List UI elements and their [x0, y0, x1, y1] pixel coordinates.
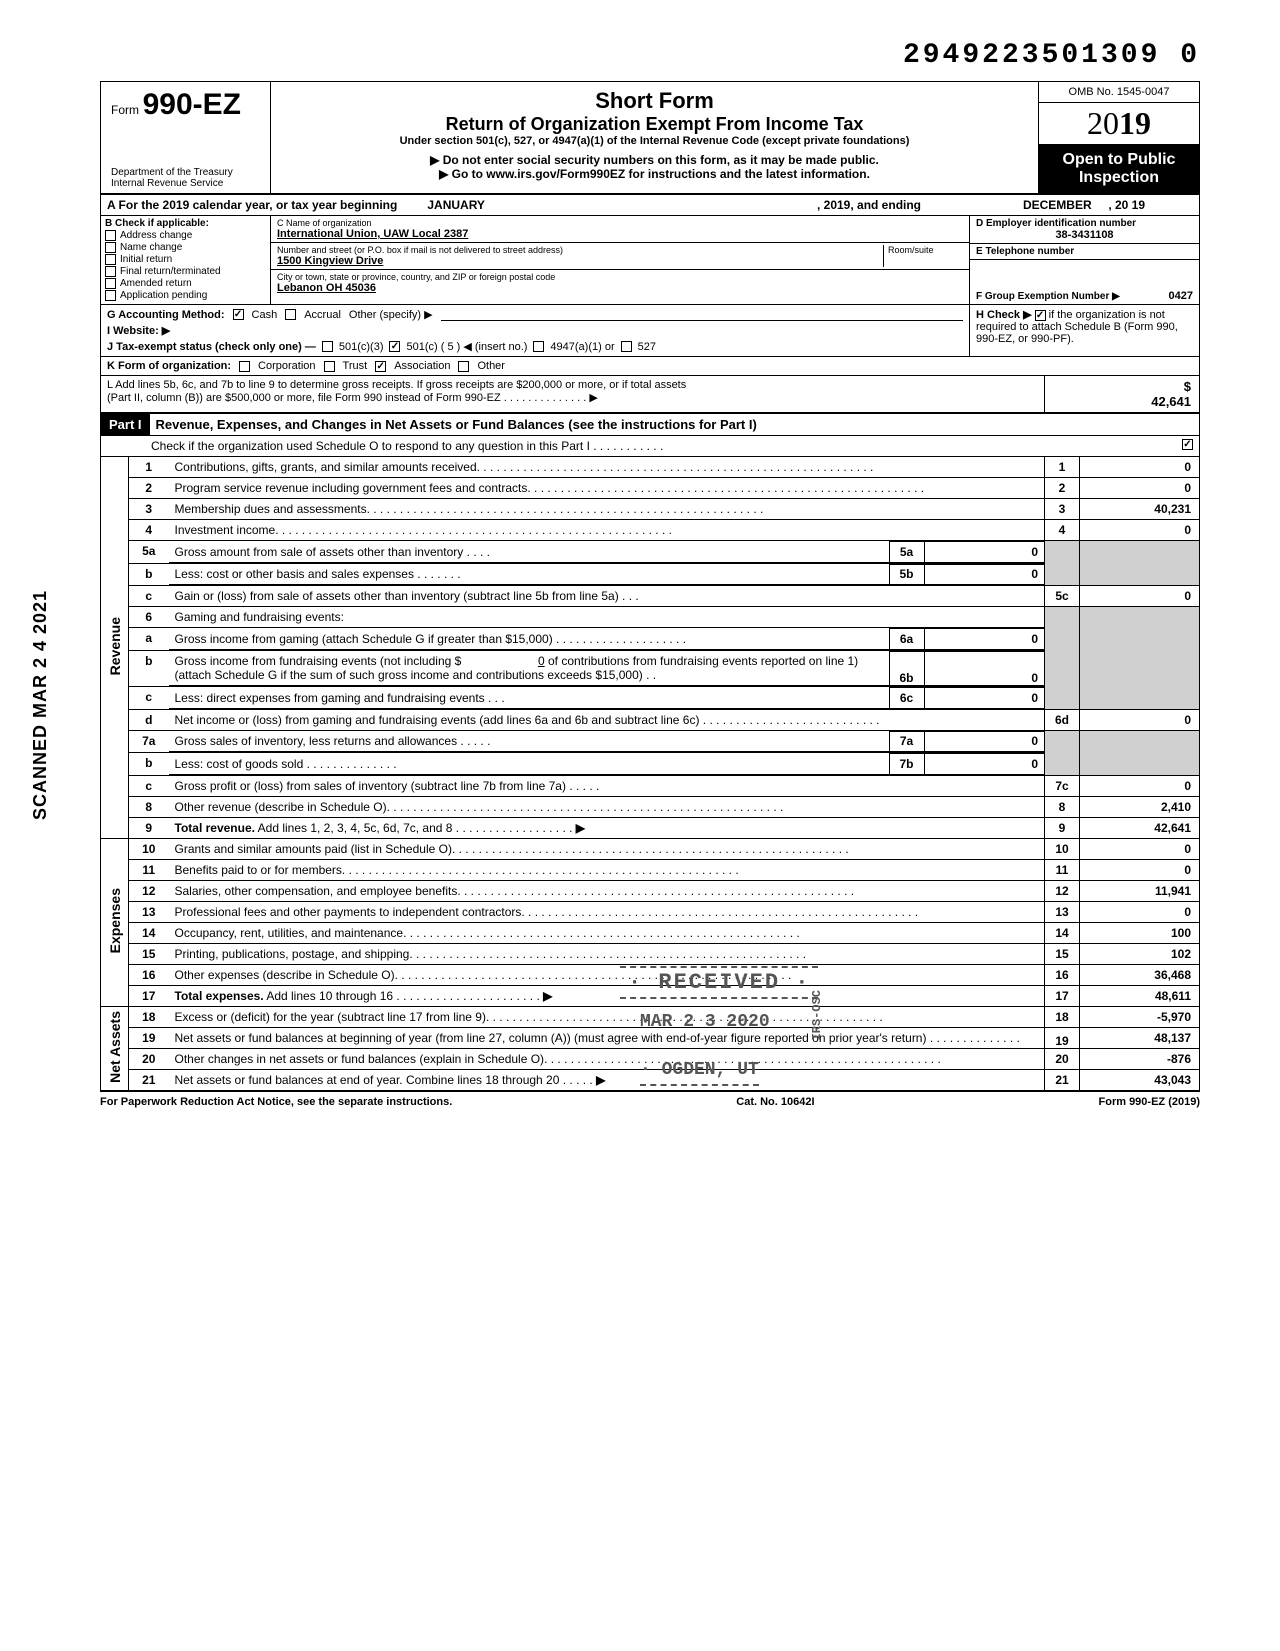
part1-header: Part I Revenue, Expenses, and Changes in…	[100, 414, 1200, 436]
check-amended[interactable]	[105, 278, 116, 289]
row-g: G Accounting Method: Cash Accrual Other …	[107, 308, 963, 321]
row-i: I Website: ▶	[107, 324, 963, 337]
form-notice: ▶ Do not enter social security numbers o…	[281, 153, 1028, 167]
document-id: 2949223501309 0	[100, 40, 1200, 71]
department: Department of the Treasury Internal Reve…	[101, 163, 271, 193]
part1-table: Revenue 1 Contributions, gifts, grants, …	[100, 457, 1200, 1092]
check-accrual[interactable]	[285, 309, 296, 320]
check-final[interactable]	[105, 266, 116, 277]
part1-check: Check if the organization used Schedule …	[100, 436, 1200, 457]
open-public: Open to Public Inspection	[1039, 145, 1199, 193]
gross-receipts: $42,641	[1044, 376, 1199, 412]
form-goto: ▶ Go to www.irs.gov/Form990EZ for instru…	[281, 167, 1028, 181]
row-j: J Tax-exempt status (check only one) — 5…	[107, 340, 963, 353]
org-address: 1500 Kingview Drive	[277, 255, 883, 267]
page-footer: For Paperwork Reduction Act Notice, see …	[100, 1092, 1200, 1112]
check-schedule-b[interactable]	[1035, 310, 1046, 321]
form-subtitle: Return of Organization Exempt From Incom…	[281, 114, 1028, 135]
ein: 38-3431108	[976, 229, 1193, 241]
form-number: 990-EZ	[143, 88, 241, 121]
tax-year: 2019	[1039, 103, 1199, 145]
check-cash[interactable]	[233, 309, 244, 320]
check-name[interactable]	[105, 242, 116, 253]
section-bcdef: B Check if applicable: Address change Na…	[100, 216, 1200, 305]
check-initial[interactable]	[105, 254, 116, 265]
check-address[interactable]	[105, 230, 116, 241]
check-schedule-o[interactable]	[1182, 439, 1193, 450]
form-title: Short Form	[281, 88, 1028, 114]
form-header: Form 990-EZ Department of the Treasury I…	[100, 81, 1200, 195]
org-name: International Union, UAW Local 2387	[277, 228, 963, 240]
form-prefix: Form	[111, 103, 139, 117]
form-under: Under section 501(c), 527, or 4947(a)(1)…	[281, 135, 1028, 147]
org-city: Lebanon OH 45036	[277, 282, 963, 294]
omb-number: OMB No. 1545-0047	[1039, 82, 1199, 103]
check-pending[interactable]	[105, 290, 116, 301]
row-k: K Form of organization: Corporation Trus…	[100, 357, 1200, 376]
row-a: A For the 2019 calendar year, or tax yea…	[100, 195, 1200, 216]
scan-stamp: SCANNED MAR 2 4 2021	[30, 590, 51, 820]
group-exemption: 0427	[1169, 290, 1193, 302]
